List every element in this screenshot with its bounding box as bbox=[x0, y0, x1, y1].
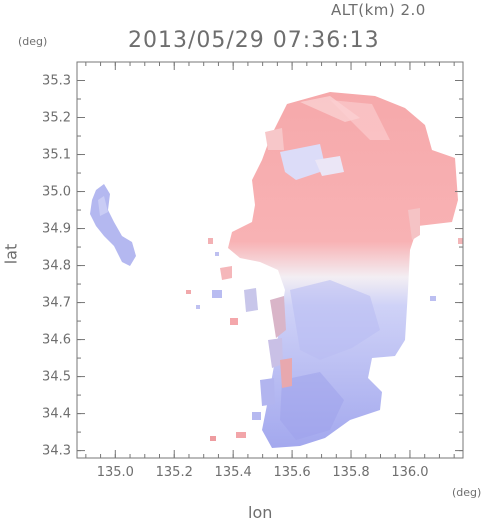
y-tick-label: 34.8 bbox=[42, 259, 71, 274]
x-tick-label: 135.8 bbox=[332, 465, 369, 480]
y-tick-label: 35.0 bbox=[42, 185, 71, 200]
x-unit-label: (deg) bbox=[452, 486, 482, 499]
y-tick-label: 35.3 bbox=[42, 74, 71, 89]
x-tick-label: 135.6 bbox=[273, 465, 310, 480]
main-echo bbox=[228, 92, 458, 448]
y-tick-label: 34.7 bbox=[42, 296, 71, 311]
plot-frame bbox=[76, 61, 464, 459]
altitude-label: ALT(km) 2.0 bbox=[331, 1, 426, 19]
x-tick-label: 135.4 bbox=[215, 465, 252, 480]
x-tick-label: 135.2 bbox=[156, 465, 193, 480]
y-tick-label: 34.3 bbox=[42, 444, 71, 459]
y-tick-label: 35.1 bbox=[42, 148, 71, 163]
x-axis-title: lon bbox=[248, 503, 273, 522]
y-unit-label: (deg) bbox=[18, 35, 48, 48]
west-echo bbox=[90, 184, 136, 266]
y-tick-label: 34.9 bbox=[42, 222, 71, 237]
x-tick-label: 135.0 bbox=[97, 465, 134, 480]
velocity-field bbox=[90, 92, 463, 448]
axis-ticks bbox=[77, 61, 463, 458]
y-tick-label: 35.2 bbox=[42, 111, 71, 126]
y-tick-label: 34.4 bbox=[42, 407, 71, 422]
x-tick-label: 136.0 bbox=[391, 465, 428, 480]
axis-tick-labels: 135.0 135.2 135.4 135.6 135.8 136.0 34.3 34.4 34… bbox=[42, 74, 429, 480]
y-tick-label: 34.6 bbox=[42, 333, 71, 348]
datetime-title: 2013/05/29 07:36:13 bbox=[128, 28, 380, 53]
y-tick-label: 34.5 bbox=[42, 370, 71, 385]
